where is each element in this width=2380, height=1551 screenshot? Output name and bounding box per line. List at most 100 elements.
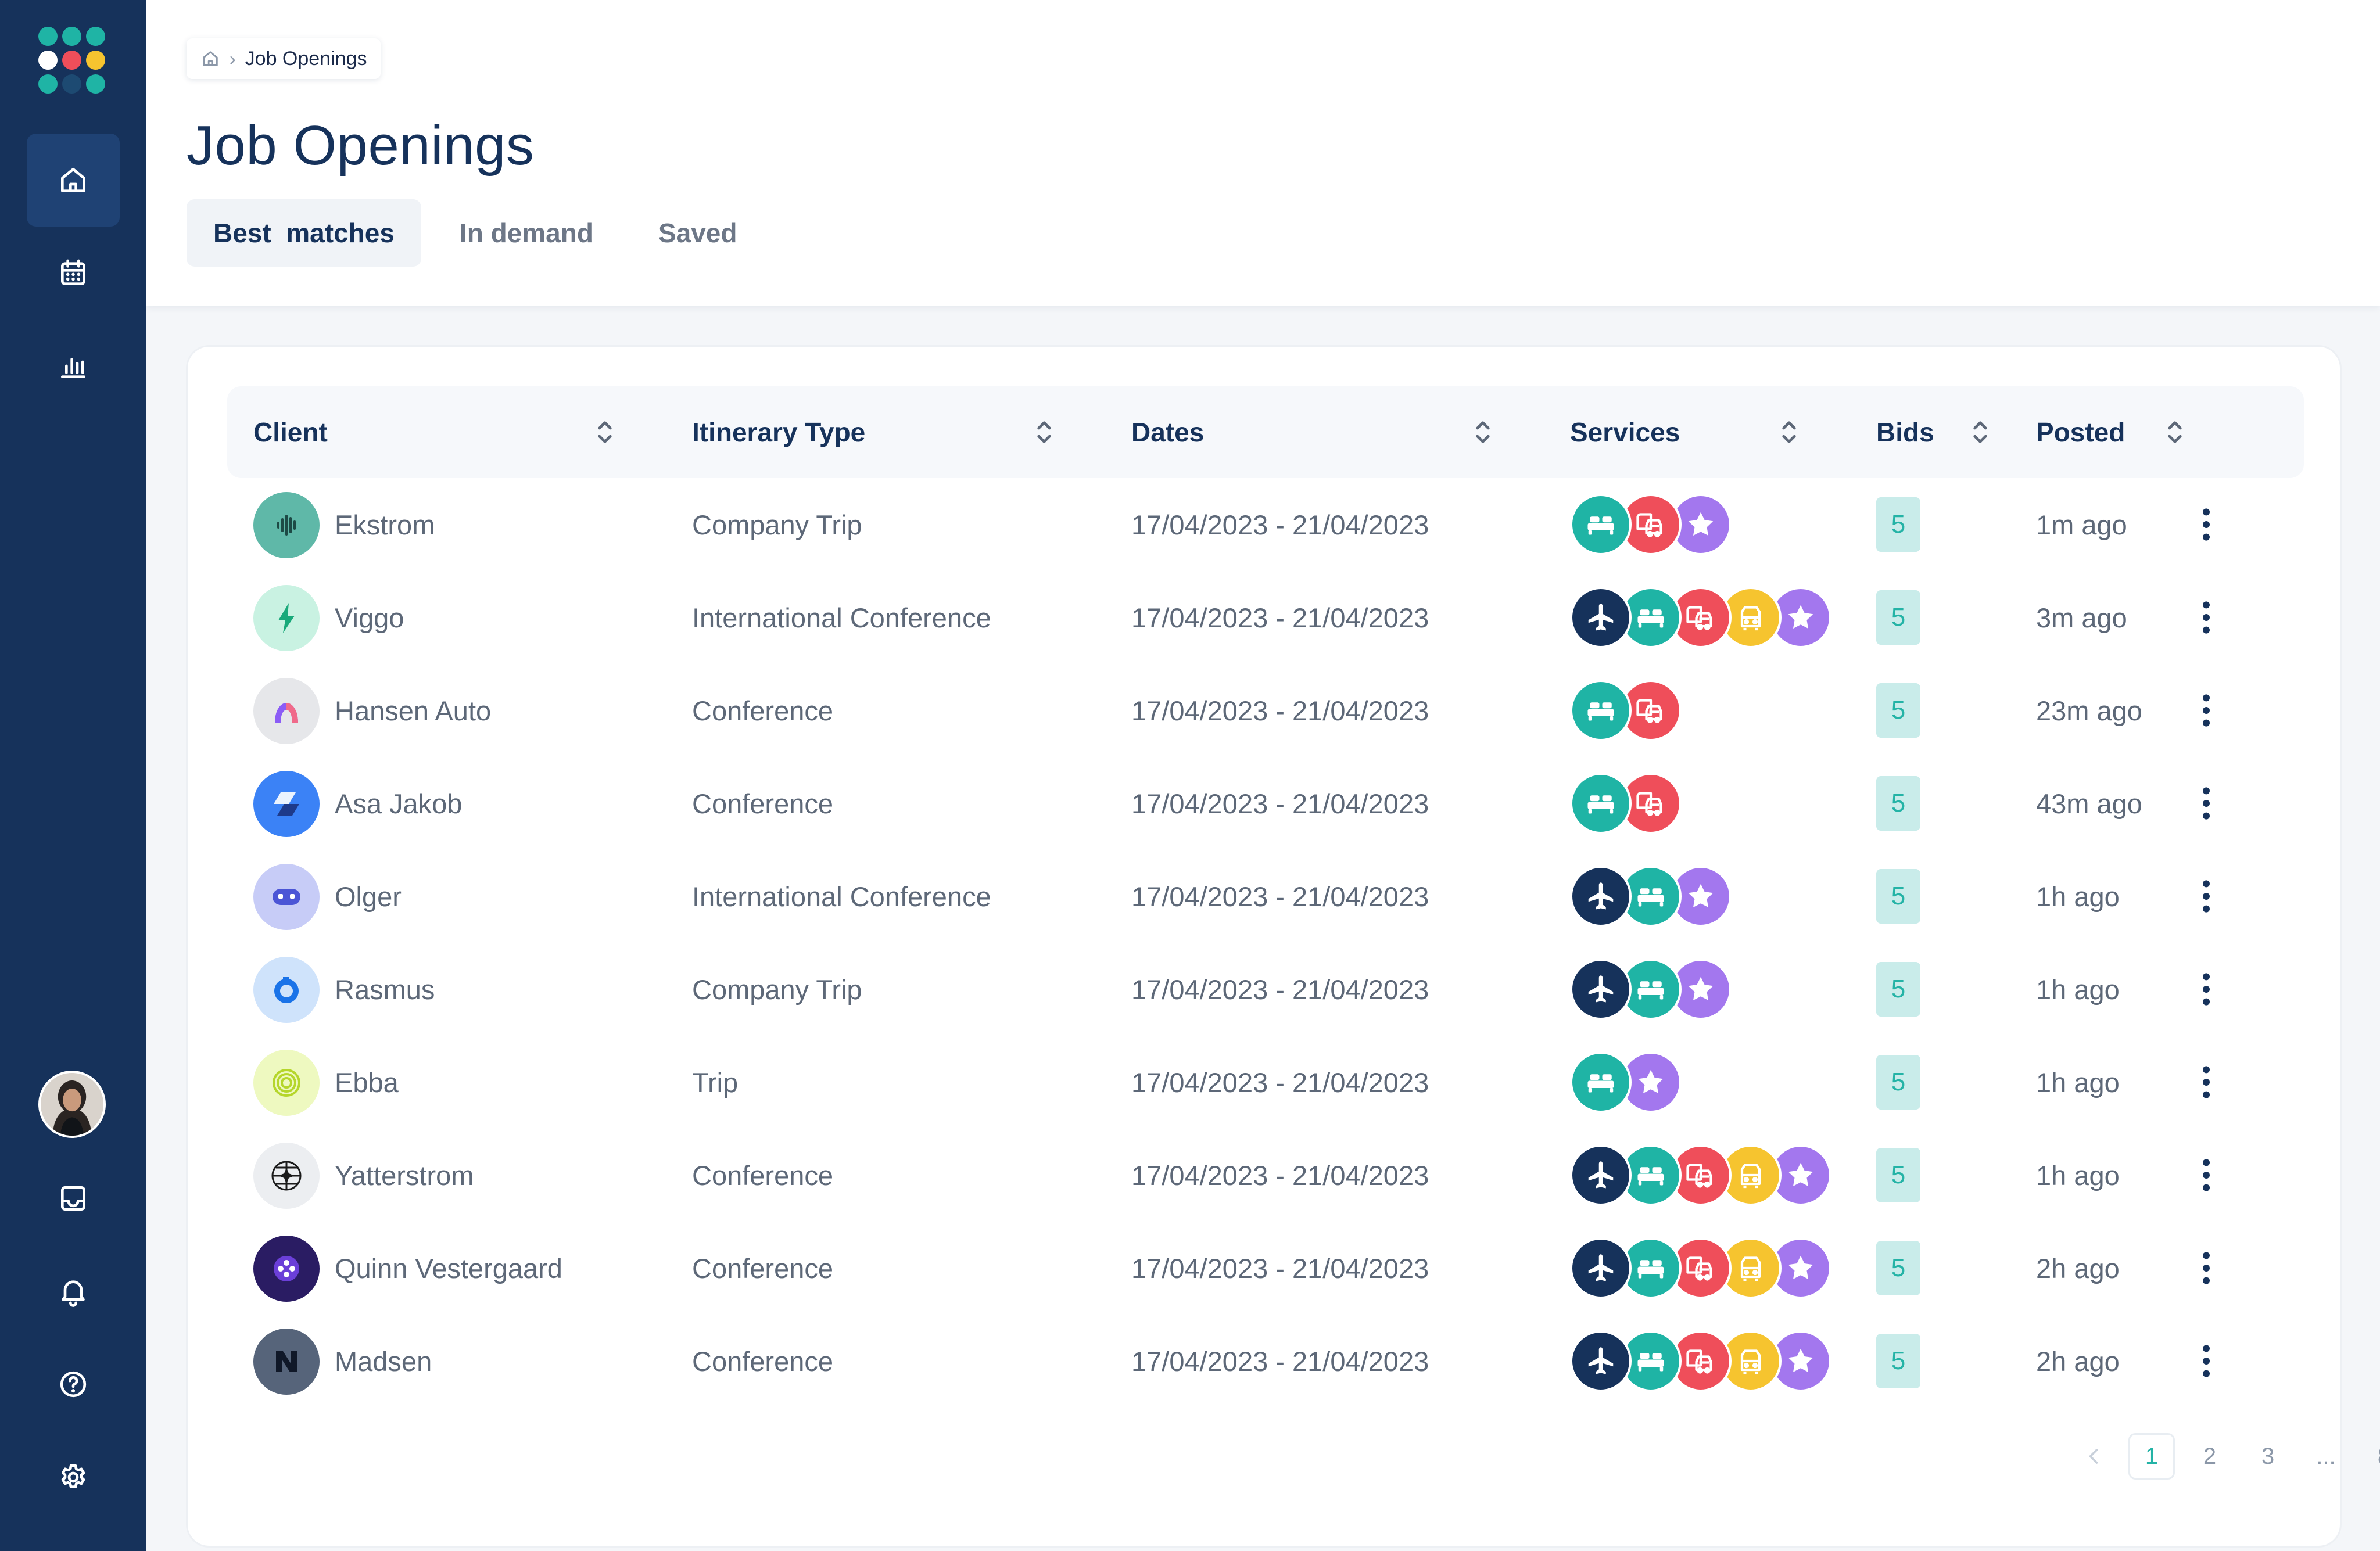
nav-notifications[interactable] [27, 1245, 120, 1338]
client-name: Rasmus [335, 974, 435, 1005]
dates: 17/04/2023 - 21/04/2023 [1131, 602, 1429, 633]
job-openings-table: Client Itinerary Type Dates Services Bids Pos… [186, 345, 2380, 1548]
logo-dot [38, 51, 58, 70]
breadcrumb: › Job Openings [187, 38, 381, 79]
more-options-icon[interactable] [2183, 1245, 2230, 1291]
more-options-icon[interactable] [2183, 966, 2230, 1013]
flight-service-icon [1570, 958, 1632, 1020]
more-options-icon[interactable] [2183, 873, 2230, 920]
help-icon [60, 1371, 87, 1398]
sort-icon[interactable] [2159, 416, 2191, 448]
column-header-client[interactable]: Client [253, 417, 328, 447]
dates: 17/04/2023 - 21/04/2023 [1131, 1067, 1429, 1098]
more-options-icon[interactable] [2183, 687, 2230, 734]
table-row[interactable]: Hansen Auto Conference 17/04/2023 - 21/04/… [227, 664, 2304, 757]
dates: 17/04/2023 - 21/04/2023 [1131, 695, 1429, 726]
itinerary-type: Conference [692, 1345, 833, 1377]
itinerary-type: International Conference [692, 881, 991, 912]
more-options-icon[interactable] [2183, 501, 2230, 548]
client-logo [253, 957, 320, 1023]
nav-calendar[interactable] [27, 227, 120, 319]
itinerary-type: Conference [692, 788, 833, 819]
pagination-page-2[interactable]: 2 [2203, 1443, 2217, 1469]
more-options-icon[interactable] [2183, 1338, 2230, 1384]
posted-time: 1m ago [2036, 509, 2127, 540]
column-header-dates[interactable]: Dates [1131, 417, 1205, 447]
sort-icon[interactable] [1467, 416, 1499, 448]
nav-reports[interactable] [27, 319, 120, 412]
itinerary-type: Conference [692, 1252, 833, 1284]
table-row[interactable]: Ebba Trip 17/04/2023 - 21/04/2023 5 1h ago [227, 1036, 2304, 1129]
tab-in-demand[interactable]: In demand [459, 218, 593, 248]
tab-best-matches[interactable]: Best matches [187, 199, 421, 267]
dates: 17/04/2023 - 21/04/2023 [1131, 1252, 1429, 1284]
logo-dot [38, 27, 58, 46]
nav-inbox[interactable] [27, 1152, 120, 1245]
hotel-service-icon [1570, 773, 1632, 834]
table-row[interactable]: Ekstrom Company Trip 17/04/2023 - 21/04/20… [227, 478, 2304, 571]
tab-saved[interactable]: Saved [658, 218, 737, 248]
star-service-icon [1770, 1330, 1831, 1392]
itinerary-type: Conference [692, 1159, 833, 1191]
nav-settings[interactable] [27, 1431, 120, 1524]
column-header-services[interactable]: Services [1570, 417, 1680, 447]
client-logo [253, 585, 320, 651]
posted-time: 1h ago [2036, 974, 2120, 1005]
home-icon[interactable] [200, 49, 220, 69]
nav-help[interactable] [27, 1338, 120, 1431]
bell-icon [62, 1280, 85, 1307]
sort-icon[interactable] [589, 416, 621, 448]
logo-dot [62, 27, 81, 46]
column-header-posted[interactable]: Posted [2036, 417, 2125, 447]
bids-badge: 5 [1876, 776, 1920, 831]
column-header-type[interactable]: Itinerary Type [692, 417, 866, 447]
pagination-prev[interactable] [2070, 1433, 2117, 1480]
table-row[interactable]: Asa Jakob Conference 17/04/2023 - 21/04/20… [227, 757, 2304, 850]
more-options-icon[interactable] [2183, 780, 2230, 827]
pagination-page-1[interactable]: 1 [2128, 1433, 2175, 1480]
itinerary-type: Company Trip [692, 509, 862, 540]
sort-icon[interactable] [1028, 416, 1060, 448]
table-row[interactable]: Yatterstrom Conference 17/04/2023 - 21/04/… [227, 1129, 2304, 1222]
more-options-icon[interactable] [2183, 1152, 2230, 1198]
column-header-bids[interactable]: Bids [1876, 417, 1934, 447]
pagination-ellipsis: ... [2316, 1443, 2336, 1469]
logo-dot [86, 74, 105, 94]
logo-dot [86, 27, 105, 46]
table-row[interactable]: Viggo International Conference 17/04/2023 … [227, 571, 2304, 664]
more-options-icon[interactable] [2183, 1059, 2230, 1105]
bids-badge: 5 [1876, 962, 1920, 1017]
logo-dot [38, 74, 58, 94]
tab-bar: Best matches In demand Saved [187, 199, 764, 267]
chevron-left-icon [2089, 1449, 2098, 1464]
table-row[interactable]: Madsen Conference 17/04/2023 - 21/04/2023 5… [227, 1315, 2304, 1408]
page-title: Job Openings [187, 114, 535, 177]
hotel-service-icon [1570, 680, 1632, 741]
posted-time: 2h ago [2036, 1345, 2120, 1377]
table-row[interactable]: Quinn Vestergaard Conference 17/04/2023 - … [227, 1222, 2304, 1315]
client-name: Madsen [335, 1345, 432, 1377]
sort-icon[interactable] [1964, 416, 1997, 448]
client-name: Yatterstrom [335, 1159, 474, 1191]
user-avatar[interactable] [38, 1071, 106, 1138]
transfer-service-icon [1720, 587, 1782, 648]
logo-dot [62, 51, 81, 70]
client-logo [253, 492, 320, 558]
bids-badge: 5 [1876, 1334, 1920, 1388]
client-name: Hansen Auto [335, 695, 492, 726]
table-row[interactable]: Olger International Conference 17/04/2023 … [227, 850, 2304, 943]
pagination-page-3[interactable]: 3 [2261, 1443, 2275, 1469]
sort-icon[interactable] [1773, 416, 1805, 448]
sidebar [0, 0, 146, 1551]
nav-home[interactable] [27, 134, 120, 227]
table-row[interactable]: Rasmus Company Trip 17/04/2023 - 21/04/202… [227, 943, 2304, 1036]
pagination-page-8[interactable]: 8 [2361, 1433, 2380, 1480]
chevron-right-icon: › [230, 48, 236, 69]
app-logo[interactable] [38, 27, 106, 94]
transfer-service-icon [1720, 1144, 1782, 1206]
avatar-photo [41, 1073, 103, 1136]
client-logo [253, 1143, 320, 1209]
dates: 17/04/2023 - 21/04/2023 [1131, 1345, 1429, 1377]
hotel-service-icon [1570, 1051, 1632, 1113]
more-options-icon[interactable] [2183, 594, 2230, 641]
